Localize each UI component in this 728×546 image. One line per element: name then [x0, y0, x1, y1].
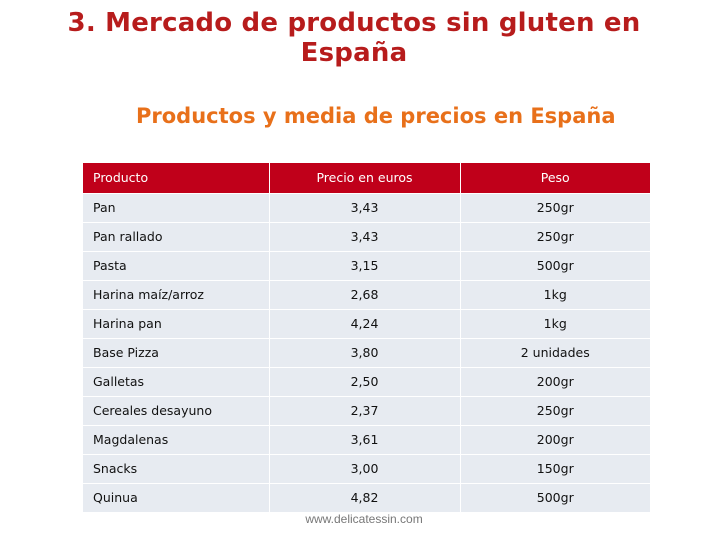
- cell-product: Galletas: [83, 367, 269, 397]
- cell-weight: 200gr: [459, 425, 650, 455]
- cell-weight: 2 unidades: [459, 338, 650, 368]
- header-peso: Peso: [459, 163, 650, 194]
- table-row: Galletas 2,50 200gr: [83, 367, 650, 397]
- table-row: Pasta 3,15 500gr: [83, 251, 650, 281]
- cell-product: Harina maíz/arroz: [83, 280, 269, 310]
- cell-weight: 250gr: [459, 193, 650, 223]
- header-producto: Producto: [83, 163, 269, 194]
- title-line-2: España: [300, 38, 408, 68]
- cell-price: 3,80: [268, 338, 460, 368]
- cell-product: Base Pizza: [83, 338, 269, 368]
- cell-weight: 250gr: [459, 396, 650, 426]
- table-row: Pan rallado 3,43 250gr: [83, 222, 650, 252]
- table-header-row: Producto Precio en euros Peso: [83, 163, 650, 194]
- table-row: Magdalenas 3,61 200gr: [83, 425, 650, 455]
- cell-price: 4,24: [268, 309, 460, 339]
- subtitle: Productos y media de precios en España: [136, 104, 616, 128]
- cell-price: 3,15: [268, 251, 460, 281]
- cell-price: 3,00: [268, 454, 460, 484]
- table-row: Pan 3,43 250gr: [83, 193, 650, 223]
- table-row: Quinua 4,82 500gr: [83, 483, 650, 513]
- cell-price: 4,82: [268, 483, 460, 513]
- cell-weight: 1kg: [459, 309, 650, 339]
- cell-price: 3,61: [268, 425, 460, 455]
- table-row: Base Pizza 3,80 2 unidades: [83, 338, 650, 368]
- title-line-1: 3. Mercado de productos sin gluten en: [67, 8, 641, 38]
- cell-weight: 150gr: [459, 454, 650, 484]
- cell-product: Pan: [83, 193, 269, 223]
- table-row: Harina maíz/arroz 2,68 1kg: [83, 280, 650, 310]
- cell-weight: 1kg: [459, 280, 650, 310]
- cell-product: Cereales desayuno: [83, 396, 269, 426]
- cell-product: Harina pan: [83, 309, 269, 339]
- cell-product: Snacks: [83, 454, 269, 484]
- cell-price: 2,37: [268, 396, 460, 426]
- cell-weight: 500gr: [459, 251, 650, 281]
- cell-product: Pan rallado: [83, 222, 269, 252]
- prices-table: Producto Precio en euros Peso Pan 3,43 2…: [83, 163, 650, 513]
- cell-product: Quinua: [83, 483, 269, 513]
- cell-price: 3,43: [268, 193, 460, 223]
- cell-product: Magdalenas: [83, 425, 269, 455]
- table-row: Harina pan 4,24 1kg: [83, 309, 650, 339]
- cell-weight: 200gr: [459, 367, 650, 397]
- cell-price: 2,50: [268, 367, 460, 397]
- page-title: 3. Mercado de productos sin gluten en Es…: [0, 8, 728, 68]
- table-row: Snacks 3,00 150gr: [83, 454, 650, 484]
- cell-product: Pasta: [83, 251, 269, 281]
- watermark: www.delicatessin.com: [305, 512, 423, 526]
- table-row: Cereales desayuno 2,37 250gr: [83, 396, 650, 426]
- cell-price: 3,43: [268, 222, 460, 252]
- header-precio: Precio en euros: [268, 163, 460, 194]
- cell-price: 2,68: [268, 280, 460, 310]
- cell-weight: 500gr: [459, 483, 650, 513]
- cell-weight: 250gr: [459, 222, 650, 252]
